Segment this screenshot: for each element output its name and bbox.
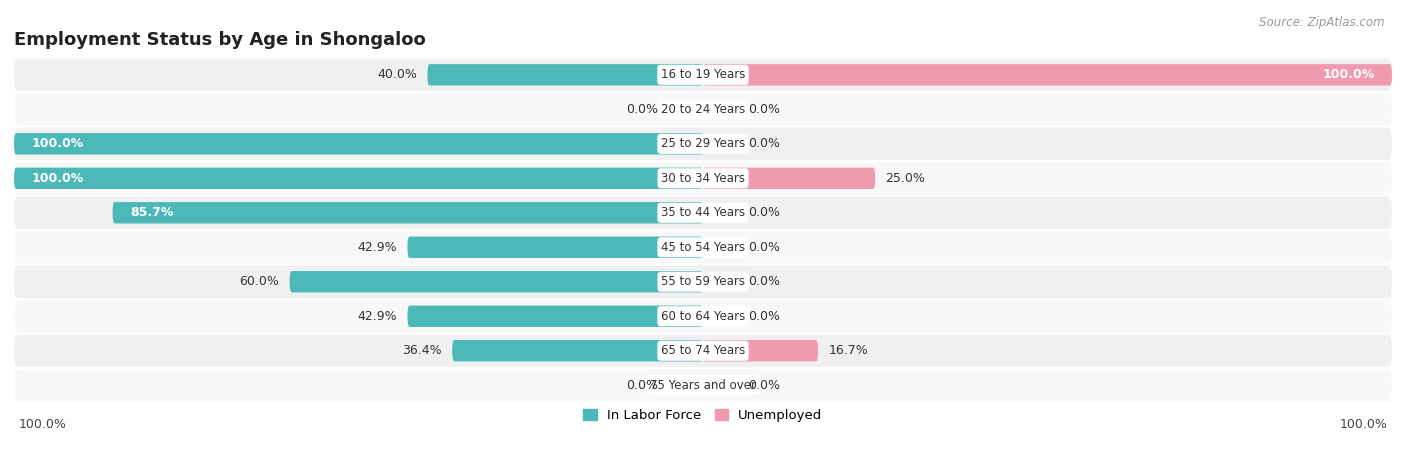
Text: 0.0%: 0.0% bbox=[748, 103, 780, 116]
Text: Employment Status by Age in Shongaloo: Employment Status by Age in Shongaloo bbox=[14, 31, 426, 49]
Text: 0.0%: 0.0% bbox=[748, 379, 780, 392]
FancyBboxPatch shape bbox=[14, 197, 1392, 229]
Text: 100.0%: 100.0% bbox=[31, 172, 83, 185]
FancyBboxPatch shape bbox=[14, 300, 1392, 332]
FancyBboxPatch shape bbox=[669, 102, 703, 116]
Text: 42.9%: 42.9% bbox=[357, 310, 396, 323]
Text: 100.0%: 100.0% bbox=[1323, 68, 1375, 81]
FancyBboxPatch shape bbox=[703, 378, 738, 392]
FancyBboxPatch shape bbox=[14, 231, 1392, 263]
FancyBboxPatch shape bbox=[703, 64, 1392, 86]
Text: 60 to 64 Years: 60 to 64 Years bbox=[661, 310, 745, 323]
FancyBboxPatch shape bbox=[703, 137, 738, 151]
FancyBboxPatch shape bbox=[703, 275, 738, 289]
FancyBboxPatch shape bbox=[14, 266, 1392, 298]
FancyBboxPatch shape bbox=[408, 237, 703, 258]
FancyBboxPatch shape bbox=[703, 168, 875, 189]
Text: 16 to 19 Years: 16 to 19 Years bbox=[661, 68, 745, 81]
FancyBboxPatch shape bbox=[290, 271, 703, 292]
FancyBboxPatch shape bbox=[14, 133, 703, 155]
FancyBboxPatch shape bbox=[14, 168, 703, 189]
Text: 100.0%: 100.0% bbox=[31, 137, 83, 150]
Text: 60.0%: 60.0% bbox=[239, 275, 280, 288]
FancyBboxPatch shape bbox=[112, 202, 703, 223]
Text: 0.0%: 0.0% bbox=[748, 275, 780, 288]
FancyBboxPatch shape bbox=[14, 59, 1392, 91]
Text: 0.0%: 0.0% bbox=[748, 206, 780, 219]
Text: 55 to 59 Years: 55 to 59 Years bbox=[661, 275, 745, 288]
Text: 0.0%: 0.0% bbox=[626, 103, 658, 116]
FancyBboxPatch shape bbox=[703, 340, 818, 361]
FancyBboxPatch shape bbox=[14, 335, 1392, 367]
FancyBboxPatch shape bbox=[427, 64, 703, 86]
Text: 25.0%: 25.0% bbox=[886, 172, 925, 185]
Text: Source: ZipAtlas.com: Source: ZipAtlas.com bbox=[1260, 16, 1385, 29]
FancyBboxPatch shape bbox=[703, 206, 738, 220]
Legend: In Labor Force, Unemployed: In Labor Force, Unemployed bbox=[578, 404, 828, 428]
FancyBboxPatch shape bbox=[703, 240, 738, 254]
Text: 42.9%: 42.9% bbox=[357, 241, 396, 254]
FancyBboxPatch shape bbox=[703, 102, 738, 116]
Text: 75 Years and over: 75 Years and over bbox=[650, 379, 756, 392]
Text: 25 to 29 Years: 25 to 29 Years bbox=[661, 137, 745, 150]
FancyBboxPatch shape bbox=[408, 305, 703, 327]
Text: 100.0%: 100.0% bbox=[1340, 418, 1388, 431]
Text: 35 to 44 Years: 35 to 44 Years bbox=[661, 206, 745, 219]
FancyBboxPatch shape bbox=[453, 340, 703, 361]
Text: 30 to 34 Years: 30 to 34 Years bbox=[661, 172, 745, 185]
Text: 65 to 74 Years: 65 to 74 Years bbox=[661, 344, 745, 357]
FancyBboxPatch shape bbox=[14, 128, 1392, 160]
Text: 100.0%: 100.0% bbox=[18, 418, 66, 431]
FancyBboxPatch shape bbox=[14, 93, 1392, 125]
Text: 45 to 54 Years: 45 to 54 Years bbox=[661, 241, 745, 254]
Text: 0.0%: 0.0% bbox=[748, 310, 780, 323]
FancyBboxPatch shape bbox=[703, 309, 738, 323]
Text: 0.0%: 0.0% bbox=[748, 137, 780, 150]
Text: 20 to 24 Years: 20 to 24 Years bbox=[661, 103, 745, 116]
Text: 36.4%: 36.4% bbox=[402, 344, 441, 357]
Text: 16.7%: 16.7% bbox=[828, 344, 868, 357]
Text: 85.7%: 85.7% bbox=[129, 206, 173, 219]
Text: 0.0%: 0.0% bbox=[748, 241, 780, 254]
Text: 40.0%: 40.0% bbox=[377, 68, 418, 81]
FancyBboxPatch shape bbox=[669, 378, 703, 392]
Text: 0.0%: 0.0% bbox=[626, 379, 658, 392]
FancyBboxPatch shape bbox=[14, 369, 1392, 401]
FancyBboxPatch shape bbox=[14, 162, 1392, 194]
